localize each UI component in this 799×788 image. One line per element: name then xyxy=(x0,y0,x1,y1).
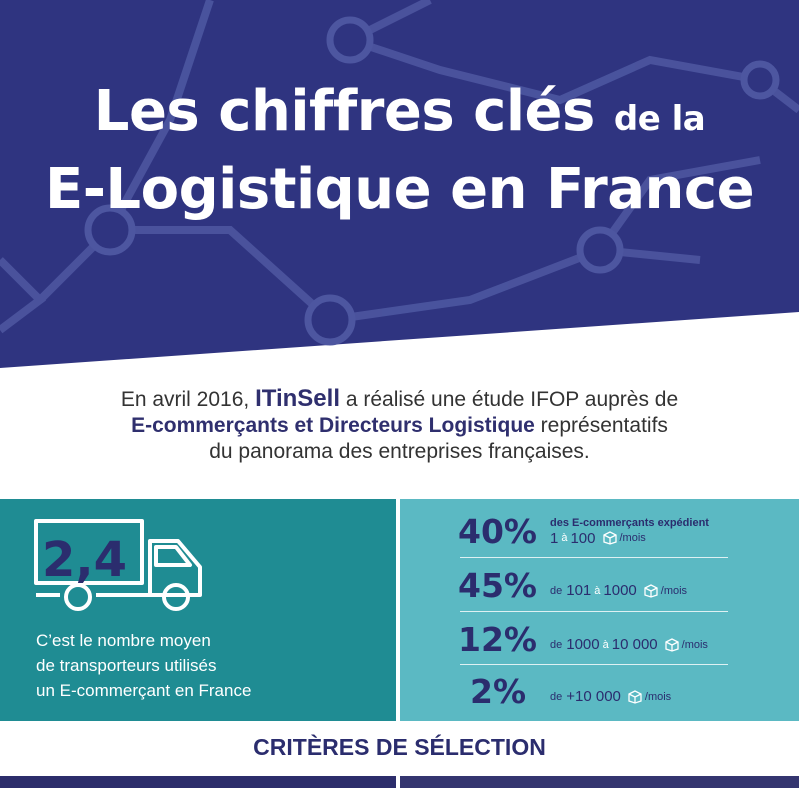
stat-divider xyxy=(460,611,728,612)
intro-text: En avril 2016, ITinSell a réalisé une ét… xyxy=(0,386,799,465)
stat-row: 40% des E-commerçants expédient 1 à 100 … xyxy=(458,512,709,551)
stat-unit: /mois xyxy=(660,584,688,597)
stat-unit: /mois xyxy=(619,532,646,544)
stat-prefix: de xyxy=(550,584,563,597)
package-icon xyxy=(628,689,642,704)
brand-name: ITinSell xyxy=(255,385,340,412)
stat-sep: à xyxy=(602,638,609,651)
hero-banner: Les chiffres clés de la E-Logistique en … xyxy=(0,0,799,368)
carriers-panel xyxy=(0,499,396,721)
stat-sep: à xyxy=(561,532,568,544)
caption-line-2: de transporteurs utilisés xyxy=(36,656,217,675)
stat-to: 1000 xyxy=(603,582,637,599)
stat-percent: 45% xyxy=(458,566,537,605)
package-icon xyxy=(602,531,617,545)
stat-to: 100 xyxy=(570,529,596,547)
network-nodes xyxy=(84,16,780,346)
carriers-caption: C’est le nombre moyen de transporteurs u… xyxy=(36,628,251,703)
intro-text-3: représentatifs xyxy=(534,414,668,437)
intro-target: E-commerçants et Directeurs Logistique xyxy=(131,414,535,437)
truck-icon xyxy=(34,519,202,611)
stat-row: 45% de 101 à 1000 /mois xyxy=(458,566,691,605)
intro-text-2: a réalisé une étude IFOP auprès de xyxy=(340,388,679,411)
shipments-panel xyxy=(400,499,799,721)
stat-from: 1000 xyxy=(566,636,600,653)
network-background xyxy=(0,0,799,368)
stat-unit: /mois xyxy=(681,638,708,651)
stat-row: 12% de 1000 à 10 000 /mois xyxy=(458,620,712,659)
section-title: CRITÈRES DE SÉLECTION xyxy=(253,734,546,760)
stat-percent: 2% xyxy=(470,672,527,711)
package-icon xyxy=(664,637,679,652)
stat-percent: 40% xyxy=(458,512,537,551)
stat-percent: 12% xyxy=(458,620,537,659)
stat-prefix: de xyxy=(550,690,563,703)
title-main: Les chiffres clés xyxy=(93,79,596,144)
caption-line-3: un E-commerçant en France xyxy=(36,681,252,700)
stat-divider xyxy=(460,557,728,558)
title-line2: E-Logistique en France xyxy=(44,157,755,222)
stat-from: 1 xyxy=(550,529,559,547)
stat-from: 101 xyxy=(566,582,592,599)
carriers-average: 2,4 xyxy=(42,532,128,588)
section-bar-left xyxy=(0,776,396,788)
stat-row: 2% de +10 000 /mois xyxy=(470,672,675,711)
stat-sep: à xyxy=(594,584,601,597)
caption-line-1: C’est le nombre moyen xyxy=(36,631,211,650)
title-connector: de la xyxy=(613,99,706,139)
package-icon xyxy=(644,583,658,598)
stat-unit: /mois xyxy=(644,690,672,703)
intro-text-4: du panorama des entreprises françaises. xyxy=(209,440,590,463)
stat-prefix: de xyxy=(550,638,563,651)
stat-to: +10 000 xyxy=(566,688,621,705)
network-lines xyxy=(0,0,799,334)
stat-divider xyxy=(460,664,728,665)
page-title: Les chiffres clés de la E-Logistique en … xyxy=(0,84,799,218)
intro-text-1: En avril 2016, xyxy=(120,388,256,411)
stat-heading: des E-commerçants expédient xyxy=(550,516,709,529)
section-bar-right xyxy=(400,776,799,788)
stat-to: 10 000 xyxy=(611,636,658,653)
